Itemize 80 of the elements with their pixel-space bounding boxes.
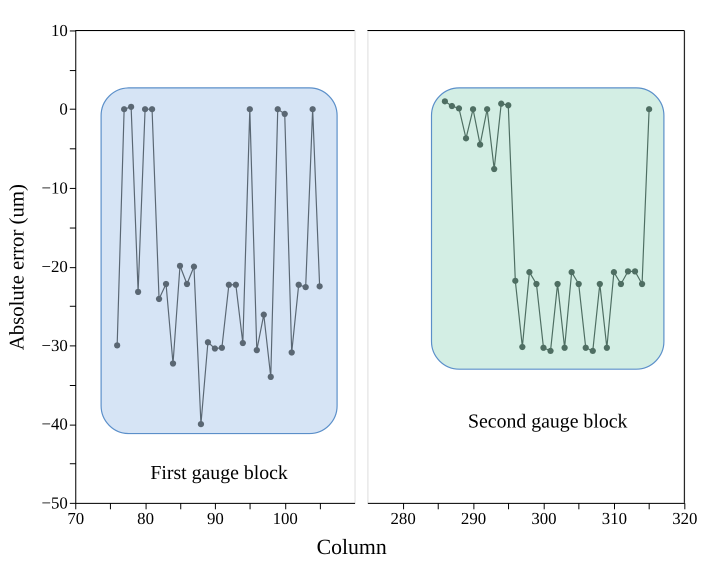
x-tick-label: 310 [602, 509, 628, 528]
point [519, 344, 526, 350]
point [491, 166, 498, 172]
y-tick-label: −40 [42, 414, 68, 434]
point [540, 344, 547, 351]
point [456, 105, 462, 112]
point [240, 340, 246, 346]
point [604, 344, 610, 351]
point [184, 280, 190, 288]
y-tick-label: −20 [42, 257, 68, 276]
point [512, 278, 518, 284]
point [148, 106, 156, 112]
point [442, 98, 448, 104]
point [554, 280, 561, 288]
point [498, 100, 504, 107]
point [134, 288, 142, 295]
point [316, 283, 323, 290]
x-tick-label: 280 [390, 509, 416, 528]
band-label: Second gauge block [468, 410, 628, 433]
point [212, 345, 218, 352]
x-axis-title: Column [316, 534, 387, 559]
point [576, 280, 582, 288]
point [260, 312, 267, 318]
point [646, 106, 652, 112]
x-tick-label: 290 [460, 509, 486, 528]
point [254, 346, 260, 354]
point [526, 269, 533, 276]
y-tick-label: 0 [59, 100, 68, 119]
point [142, 106, 148, 112]
point [632, 268, 638, 275]
point [268, 374, 274, 380]
point [226, 282, 232, 288]
point [533, 280, 540, 288]
point [505, 102, 512, 108]
point [274, 106, 281, 112]
x-tick-label: 90 [206, 509, 224, 528]
point [288, 349, 295, 356]
point [547, 348, 554, 354]
point [618, 280, 624, 288]
point [596, 280, 603, 288]
point [484, 106, 490, 112]
point [156, 296, 162, 302]
point [462, 135, 470, 142]
y-tick-label: 10 [51, 20, 68, 40]
point [624, 268, 632, 275]
point [121, 106, 128, 112]
point [170, 360, 176, 367]
point [246, 106, 253, 112]
point [128, 104, 134, 110]
x-tick-label: 300 [531, 509, 557, 528]
point [310, 106, 316, 112]
band-label: First gauge block [150, 462, 288, 484]
x-tick-label: 70 [67, 509, 84, 528]
point [282, 110, 288, 118]
y-axis-title: Absolute error (um) [6, 184, 29, 350]
point [561, 344, 568, 351]
point [296, 282, 302, 288]
point [448, 102, 456, 110]
point [176, 262, 184, 269]
point [162, 280, 170, 288]
point [582, 344, 589, 351]
point [568, 269, 575, 276]
y-tick-label: −30 [42, 336, 68, 355]
point [218, 344, 226, 351]
point [302, 284, 309, 290]
point [638, 280, 646, 288]
x-tick-label: 80 [137, 509, 154, 528]
point [476, 142, 484, 148]
point [190, 264, 198, 270]
point [470, 106, 476, 112]
point [232, 282, 239, 288]
point [114, 342, 120, 349]
x-tick-label: 100 [272, 509, 298, 528]
y-tick-label: −50 [42, 493, 68, 512]
point [590, 348, 596, 354]
x-tick-label: 320 [672, 509, 698, 528]
point [610, 269, 618, 276]
point [204, 339, 212, 346]
y-tick-label: −10 [42, 178, 68, 198]
point [198, 421, 204, 428]
